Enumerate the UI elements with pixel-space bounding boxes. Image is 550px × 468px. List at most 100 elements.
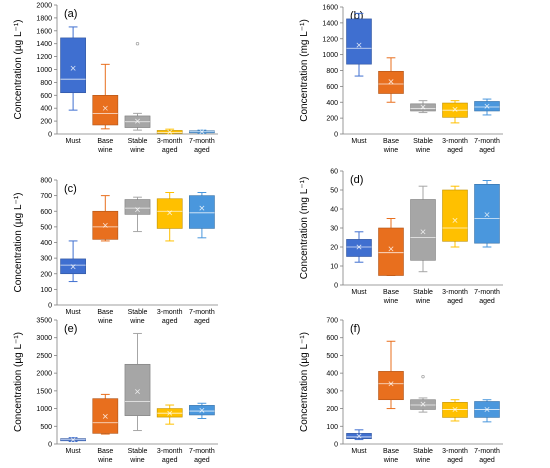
x-category-label: aged: [194, 147, 210, 154]
panel-label: (e): [64, 323, 77, 335]
x-category-label: wine: [97, 318, 113, 325]
panel-f: 0 100 200 300 400 500 600 700 Concentration (µg …: [299, 318, 503, 464]
y-tick-label: 400: [326, 100, 338, 107]
mean-marker: [420, 229, 426, 235]
mean-marker: [167, 410, 173, 416]
y-tick-label: 800: [40, 178, 52, 185]
x-category-label: aged: [447, 298, 463, 305]
outlier-point: [421, 374, 425, 379]
box-iqr: [378, 227, 404, 276]
y-tick-label: 2500: [36, 353, 52, 360]
mean-marker: [199, 407, 205, 413]
y-tick-label: 1400: [322, 20, 338, 27]
mean-marker: [102, 222, 108, 228]
mean-marker: [452, 406, 458, 412]
mean-marker: [70, 264, 76, 270]
x-category-label: 7-month: [474, 448, 500, 455]
y-tick-label: 200: [326, 406, 338, 413]
x-category-label: aged: [162, 318, 178, 325]
x-category-label: aged: [479, 457, 495, 464]
x-category-label: 3-month: [442, 289, 468, 296]
y-tick-label: 500: [40, 224, 52, 231]
box-iqr: [442, 189, 468, 242]
x-category-label: Stable: [413, 289, 433, 296]
y-tick-label: 1600: [36, 28, 52, 35]
y-tick-label: 0: [334, 442, 338, 449]
x-category-label: wine: [129, 147, 145, 154]
y-tick-label: 1000: [322, 52, 338, 59]
y-tick-label: 0: [334, 132, 338, 139]
y-tick-label: 200: [326, 116, 338, 123]
y-tick-label: 100: [40, 287, 52, 294]
box-iqr: [378, 371, 404, 401]
x-category-label: Base: [383, 138, 399, 145]
x-category-label: 7-month: [189, 448, 215, 455]
y-tick-label: 10: [330, 264, 338, 271]
mean-marker: [356, 42, 362, 48]
y-tick-label: 800: [40, 80, 52, 87]
box-iqr: [346, 18, 372, 65]
y-tick-label: 200: [40, 119, 52, 126]
y-tick-label: 60: [330, 169, 338, 176]
panel-label: (a): [64, 8, 77, 20]
mean-marker: [420, 104, 426, 110]
y-tick-label: 1500: [36, 388, 52, 395]
x-category-label: aged: [479, 298, 495, 305]
x-category-label: Must: [66, 309, 81, 316]
y-tick-label: 0: [48, 132, 52, 139]
x-category-label: wine: [415, 298, 431, 305]
x-category-label: 7-month: [189, 138, 215, 145]
panel-label: (d): [350, 174, 363, 186]
box-iqr: [474, 184, 500, 244]
panel-label: (c): [64, 183, 77, 195]
panel-e: 0 500 1000 1500 2000 2500 3000 3500 Concentratio…: [13, 318, 218, 464]
x-category-label: wine: [383, 147, 399, 154]
box-iqr: [346, 239, 372, 257]
mean-marker: [356, 433, 362, 439]
box-iqr: [92, 95, 119, 126]
x-category-label: 7-month: [189, 309, 215, 316]
y-tick-label: 800: [326, 68, 338, 75]
mean-marker: [420, 401, 426, 407]
mean-marker: [70, 437, 76, 443]
y-tick-label: 3500: [36, 318, 52, 325]
x-category-label: Must: [66, 138, 81, 145]
x-category-label: wine: [129, 457, 145, 464]
mean-marker: [70, 65, 76, 71]
y-tick-label: 3000: [36, 335, 52, 342]
x-category-label: Stable: [128, 448, 148, 455]
x-category-label: wine: [129, 318, 145, 325]
mean-marker: [484, 212, 490, 218]
panel-b: 0 200 400 600 800 1000 1200 1400 1600 Concentrati…: [299, 5, 503, 154]
x-category-label: aged: [162, 457, 178, 464]
y-tick-label: 2000: [36, 3, 52, 10]
y-tick-label: 20: [330, 245, 338, 252]
mean-marker: [388, 79, 394, 85]
mean-marker: [452, 106, 458, 112]
y-tick-label: 0: [48, 442, 52, 449]
y-axis-title: Concentration (µg L⁻¹): [13, 193, 24, 293]
mean-marker: [199, 205, 205, 211]
x-category-label: wine: [383, 298, 399, 305]
x-category-label: wine: [97, 147, 113, 154]
y-tick-label: 300: [326, 388, 338, 395]
y-tick-label: 1400: [36, 41, 52, 48]
y-tick-label: 1000: [36, 406, 52, 413]
y-tick-label: 400: [40, 106, 52, 113]
mean-marker: [102, 105, 108, 111]
y-tick-label: 300: [40, 256, 52, 263]
x-category-label: 3-month: [442, 138, 468, 145]
y-tick-label: 600: [326, 84, 338, 91]
y-axis-title: Concentration (µg L⁻¹): [13, 20, 24, 120]
x-category-label: aged: [447, 147, 463, 154]
mean-marker: [135, 389, 140, 395]
x-category-label: 3-month: [157, 448, 183, 455]
x-category-label: aged: [479, 147, 495, 154]
outlier-point: [135, 42, 140, 46]
x-category-label: Must: [66, 448, 81, 455]
panel-label: (f): [350, 323, 360, 335]
y-tick-label: 50: [330, 188, 338, 195]
y-tick-label: 1200: [36, 54, 52, 61]
y-tick-label: 1600: [322, 5, 338, 12]
y-tick-label: 0: [48, 303, 52, 310]
